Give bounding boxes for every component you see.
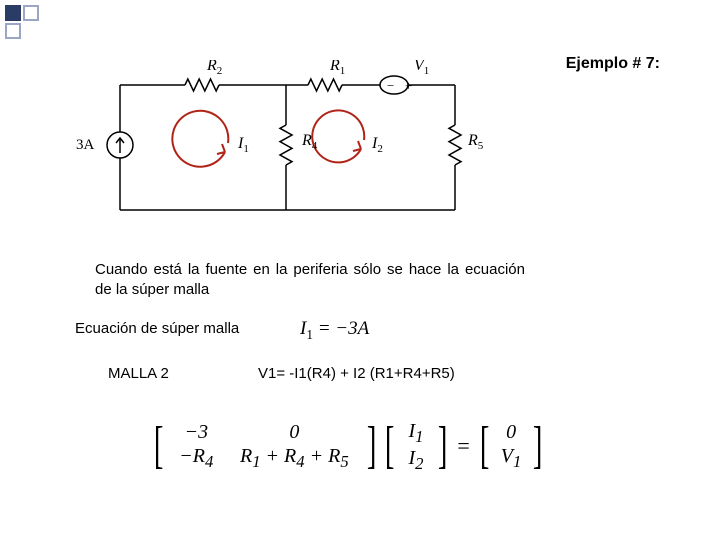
svg-text:+: + [405,78,412,93]
circuit-diagram: R2 R1 V1 R4 R5 I1 I2 3A −+ [70,60,490,230]
corner-decor [4,4,44,40]
svg-text:R4: R4 [301,132,318,152]
equation-i1: I1 = −3A [300,318,369,343]
svg-text:V1: V1 [414,60,429,77]
matrix-equation: [−30−R4R1 + R4 + R5][I1I2]=[0V1] [150,420,546,472]
mesh2-label: MALLA 2 [108,365,169,382]
svg-text:R2: R2 [206,60,222,77]
example-title: Ejemplo # 7: [566,55,660,73]
decor-sq-filled [5,5,21,21]
svg-text:I1: I1 [237,135,249,155]
svg-text:R1: R1 [329,60,345,77]
explanation-text: Cuando está la fuente en la periferia só… [95,260,525,299]
svg-text:I2: I2 [371,135,383,155]
svg-text:R5: R5 [467,132,484,152]
decor-sq-empty [23,5,39,21]
supermesh-label: Ecuación de súper malla [75,320,239,337]
svg-text:−: − [387,78,394,93]
svg-text:3A: 3A [76,137,95,153]
equation-v1: V1= -I1(R4) + I2 (R1+R4+R5) [258,365,455,382]
decor-sq-empty [5,23,21,39]
